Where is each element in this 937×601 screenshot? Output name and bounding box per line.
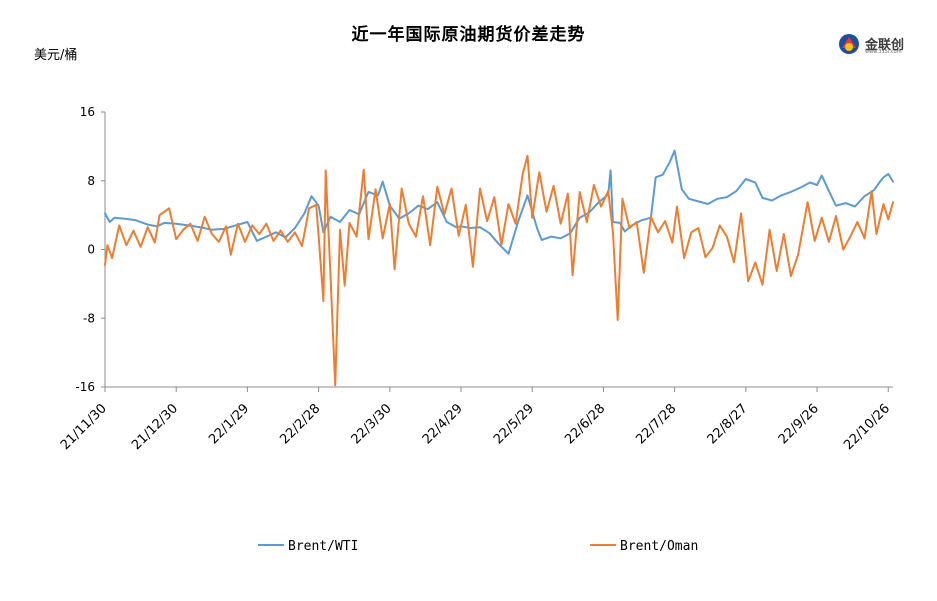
y-axis: -16 -8 0 8 16: [75, 105, 106, 394]
y-tick-label: -8: [83, 311, 95, 325]
x-tick-label: 21/12/30: [129, 401, 181, 453]
x-axis: 21/11/30 21/12/30 22/1/29 22/2/28 22/3/30 22/…: [58, 386, 893, 453]
logo-url: www.315i.com: [865, 49, 902, 55]
x-tick-label: 22/8/27: [705, 401, 751, 447]
x-tick-label: 22/2/28: [277, 401, 323, 447]
x-tick-label: 22/10/26: [841, 401, 893, 453]
y-tick-label: 16: [80, 105, 95, 119]
logo-text: 金联创: [865, 38, 905, 53]
y-tick-label: 8: [87, 174, 95, 188]
legend: Brent/WTI Brent/Oman: [258, 539, 698, 554]
x-tick-label: 21/11/30: [58, 401, 110, 453]
x-tick-label: 22/9/26: [776, 401, 822, 447]
x-tick-label: 22/7/28: [633, 401, 679, 447]
x-tick-label: 22/5/29: [491, 401, 537, 447]
legend-label: Brent/WTI: [288, 539, 358, 554]
y-axis-unit-label: 美元/桶: [34, 48, 78, 63]
series-line: [104, 154, 894, 387]
series-line: [104, 149, 894, 255]
legend-label: Brent/Oman: [620, 539, 698, 554]
x-tick-label: 22/3/30: [349, 401, 395, 447]
chart-title: 近一年国际原油期货价差走势: [351, 25, 586, 45]
brand-logo: 金联创 www.315i.com: [838, 32, 918, 55]
series-layer: [104, 149, 894, 387]
x-tick-label: 22/1/29: [206, 401, 252, 447]
y-tick-label: 0: [87, 243, 95, 257]
x-tick-label: 22/4/29: [420, 401, 466, 447]
x-tick-label: 22/6/28: [562, 401, 608, 447]
logo-icon: [839, 34, 859, 54]
y-tick-label: -16: [75, 380, 95, 394]
